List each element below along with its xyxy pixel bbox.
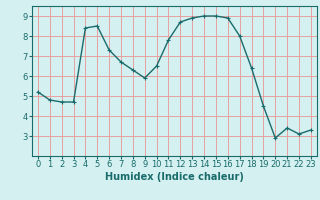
X-axis label: Humidex (Indice chaleur): Humidex (Indice chaleur)	[105, 172, 244, 182]
